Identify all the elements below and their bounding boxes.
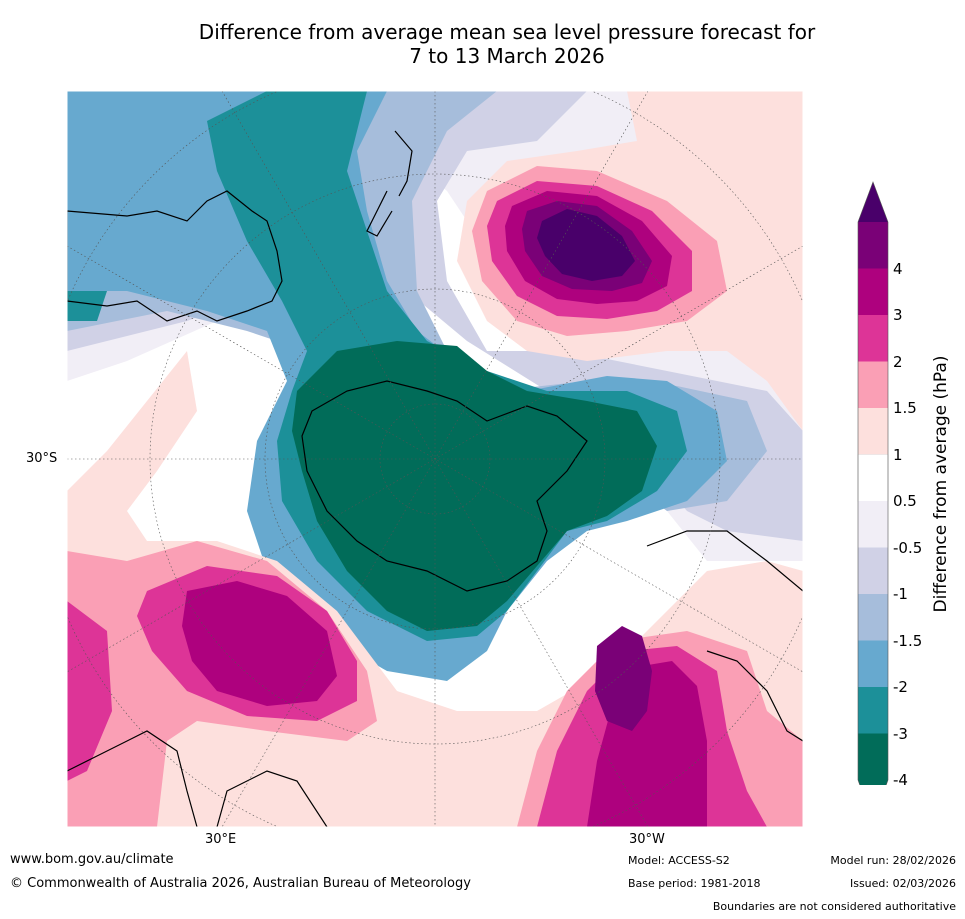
colorbar-tick-label: -4: [893, 771, 908, 789]
colorbar-segment: [858, 268, 888, 316]
footer-model-run: Model run: 28/02/2026: [830, 854, 956, 867]
colorbar-tick-label: -3: [893, 724, 908, 743]
colorbar-segment: [858, 222, 888, 269]
colorbar-segment: [858, 315, 888, 362]
colorbar-segment: [858, 687, 888, 734]
footer-base-period: Base period: 1981-2018: [628, 877, 761, 890]
colorbar-tick-label: 2: [893, 352, 903, 371]
graticule: [67, 91, 803, 827]
chart-title: Difference from average mean sea level p…: [0, 20, 965, 68]
coastline-south-america: [646, 530, 803, 742]
footer-url[interactable]: www.bom.gov.au/climate: [10, 852, 174, 867]
colorbar-tick-label: 1: [893, 445, 903, 464]
colorbar-segment: [858, 408, 888, 455]
footer-issued: Issued: 02/03/2026: [849, 877, 956, 890]
colorbar-segment: [858, 733, 888, 781]
colorbar-tick-label: -1.5: [893, 631, 923, 650]
colorbar-tick-label: -0.5: [893, 538, 923, 557]
colorbar-tick-label: 0.5: [893, 492, 917, 510]
colorbar-segment: [858, 640, 888, 688]
colorbar-tick-label: 4: [893, 259, 903, 278]
colorbar-segment: [857, 454, 889, 502]
coastline-new-zealand: [366, 130, 413, 237]
colorbar-segment: [858, 361, 888, 409]
colorbar-segment: [858, 501, 888, 548]
colorbar-title: Difference from average (hPa): [931, 355, 951, 613]
anomaly-region-pos-3-indian: [595, 626, 652, 731]
anomaly-region-pos-4-pacific: [537, 209, 635, 281]
colorbar-tick-label: -1: [893, 585, 908, 603]
anomaly-region-pos-2-indian: [182, 581, 707, 827]
lon-label-30e: 30°E: [205, 832, 237, 847]
footer-copyright: © Commonwealth of Australia 2026, Austra…: [10, 876, 471, 891]
colorbar-tick-label: 3: [893, 306, 903, 324]
colorbar-segment: [858, 547, 888, 595]
title-line-1: Difference from average mean sea level p…: [198, 20, 816, 44]
colorbar-extend-top: [858, 182, 888, 222]
colorbar-tick-label: 1.5: [893, 399, 917, 417]
colorbar: [857, 181, 889, 785]
lat-label-30s: 30°S: [26, 451, 58, 466]
coastline-africa: [67, 730, 328, 827]
pressure-anomaly-map: [67, 91, 803, 827]
colorbar-segment: [858, 594, 888, 641]
footer-disclaimer: Boundaries are not considered authoritat…: [712, 900, 956, 913]
coastline-antarctica: [301, 380, 588, 592]
colorbar-tick-label: -2: [893, 678, 908, 696]
colorbar-outline: [857, 181, 889, 785]
lon-label-30w: 30°W: [629, 832, 665, 847]
coastline-australia: [67, 190, 283, 322]
footer-model: Model: ACCESS-S2: [628, 854, 730, 867]
colorbar-extend-bottom: [858, 780, 888, 785]
title-line-2: 7 to 13 March 2026: [409, 44, 605, 68]
